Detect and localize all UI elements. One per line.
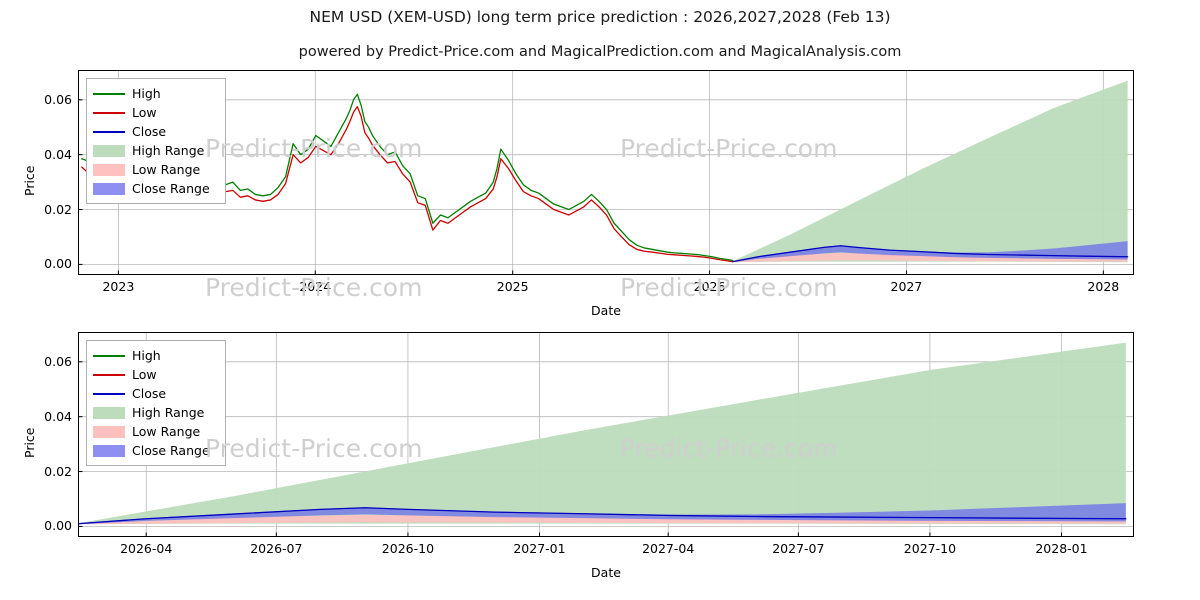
legend-item-label: High: [132, 86, 161, 101]
legend-swatch-icon: [93, 406, 125, 419]
legend-swatch-icon: [93, 182, 125, 195]
x-tick-label: 2026: [693, 279, 726, 294]
top-y-axis-label: Price: [22, 165, 37, 197]
legend-swatch-icon: [93, 425, 125, 438]
legend-item-low: Low: [93, 103, 217, 122]
bottom-legend: High Low Close High Range Low Range Close Ran…: [86, 340, 226, 466]
bottom-plot-svg: [79, 333, 1133, 536]
x-tick-label: 2026-10: [381, 541, 435, 556]
legend-item-low-range: Low Range: [93, 160, 217, 179]
legend-swatch-icon: [93, 388, 125, 400]
bottom-chart-panel: [78, 332, 1134, 537]
legend-item-label: Close: [132, 386, 167, 401]
x-tick-label: 2026-04: [120, 541, 173, 556]
bottom-y-axis-label: Price: [22, 427, 37, 459]
legend-item-label: Low: [132, 367, 157, 382]
legend-item-label: High Range: [132, 143, 205, 158]
bottom-plot-area: [79, 333, 1133, 536]
legend-swatch-icon: [93, 350, 125, 362]
legend-swatch-icon: [93, 107, 125, 119]
legend-item-high: High: [93, 346, 217, 365]
y-tick-label: 0.04: [44, 408, 72, 424]
legend-item-high-range: High Range: [93, 141, 217, 160]
legend-item-close-range: Close Range: [93, 179, 217, 198]
legend-item-label: Close Range: [132, 443, 210, 458]
x-tick-label: 2027-07: [772, 541, 825, 556]
y-tick-label: 0.00: [44, 256, 72, 272]
legend-item-label: Low: [132, 105, 157, 120]
y-tick-label: 0.02: [44, 463, 72, 479]
legend-item-close-range: Close Range: [93, 441, 217, 460]
legend-item-label: Close: [132, 124, 167, 139]
legend-item-label: High: [132, 348, 161, 363]
legend-swatch-icon: [93, 144, 125, 157]
y-tick-label: 0.02: [44, 201, 72, 217]
x-tick-label: 2027-04: [642, 541, 695, 556]
legend-swatch-icon: [93, 88, 125, 100]
legend-swatch-icon: [93, 444, 125, 457]
legend-item-close: Close: [93, 384, 217, 403]
y-tick-label: 0.06: [44, 91, 72, 107]
top-plot-svg: [79, 71, 1133, 274]
x-tick-label: 2024: [299, 279, 332, 294]
y-tick-label: 0.06: [44, 353, 72, 369]
x-tick-label: 2025: [496, 279, 529, 294]
top-plot-area: [79, 71, 1133, 274]
y-tick-label: 0.04: [44, 146, 72, 162]
legend-item-close: Close: [93, 122, 217, 141]
legend-swatch-icon: [93, 126, 125, 138]
legend-item-low: Low: [93, 365, 217, 384]
legend-swatch-icon: [93, 163, 125, 176]
x-tick-label: 2028-01: [1035, 541, 1088, 556]
top-chart-panel: [78, 70, 1134, 275]
x-tick-label: 2027: [890, 279, 923, 294]
top-x-axis-label: Date: [591, 303, 621, 318]
x-tick-label: 2026-07: [250, 541, 303, 556]
legend-item-high: High: [93, 84, 217, 103]
legend-item-label: Low Range: [132, 424, 201, 439]
page-title: NEM USD (XEM-USD) long term price predic…: [309, 8, 891, 26]
legend-item-high-range: High Range: [93, 403, 217, 422]
legend-item-low-range: Low Range: [93, 422, 217, 441]
legend-item-label: High Range: [132, 405, 205, 420]
y-tick-label: 0.00: [44, 518, 72, 534]
top-legend: High Low Close High Range Low Range Close Ran…: [86, 78, 226, 204]
page-subtitle: powered by Predict-Price.com and Magical…: [298, 44, 902, 60]
x-tick-label: 2027-01: [513, 541, 566, 556]
bottom-x-axis-label: Date: [591, 565, 621, 580]
x-tick-label: 2028: [1087, 279, 1120, 294]
legend-item-label: Low Range: [132, 162, 201, 177]
x-tick-label: 2027-10: [903, 541, 957, 556]
legend-item-label: Close Range: [132, 181, 210, 196]
x-tick-label: 2023: [102, 279, 135, 294]
legend-swatch-icon: [93, 369, 125, 381]
